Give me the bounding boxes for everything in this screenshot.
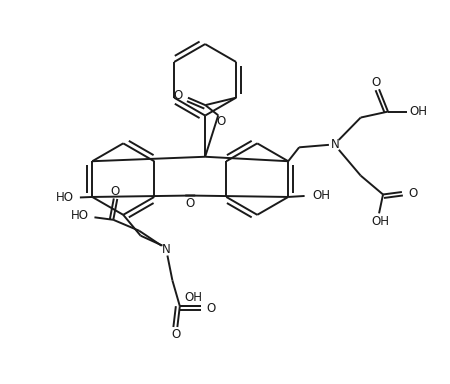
- Text: O: O: [216, 115, 225, 128]
- Text: O: O: [408, 187, 418, 200]
- Text: HO: HO: [71, 209, 89, 222]
- Text: HO: HO: [56, 192, 74, 204]
- Text: OH: OH: [410, 105, 428, 118]
- Text: O: O: [371, 76, 380, 89]
- Text: OH: OH: [312, 189, 330, 202]
- Text: N: N: [162, 243, 171, 256]
- Text: O: O: [186, 197, 195, 210]
- Text: O: O: [111, 185, 120, 198]
- Text: OH: OH: [371, 215, 389, 228]
- Text: O: O: [206, 302, 215, 314]
- Text: O: O: [173, 89, 183, 102]
- Text: O: O: [171, 328, 180, 341]
- Text: N: N: [330, 138, 339, 151]
- Text: OH: OH: [185, 291, 203, 304]
